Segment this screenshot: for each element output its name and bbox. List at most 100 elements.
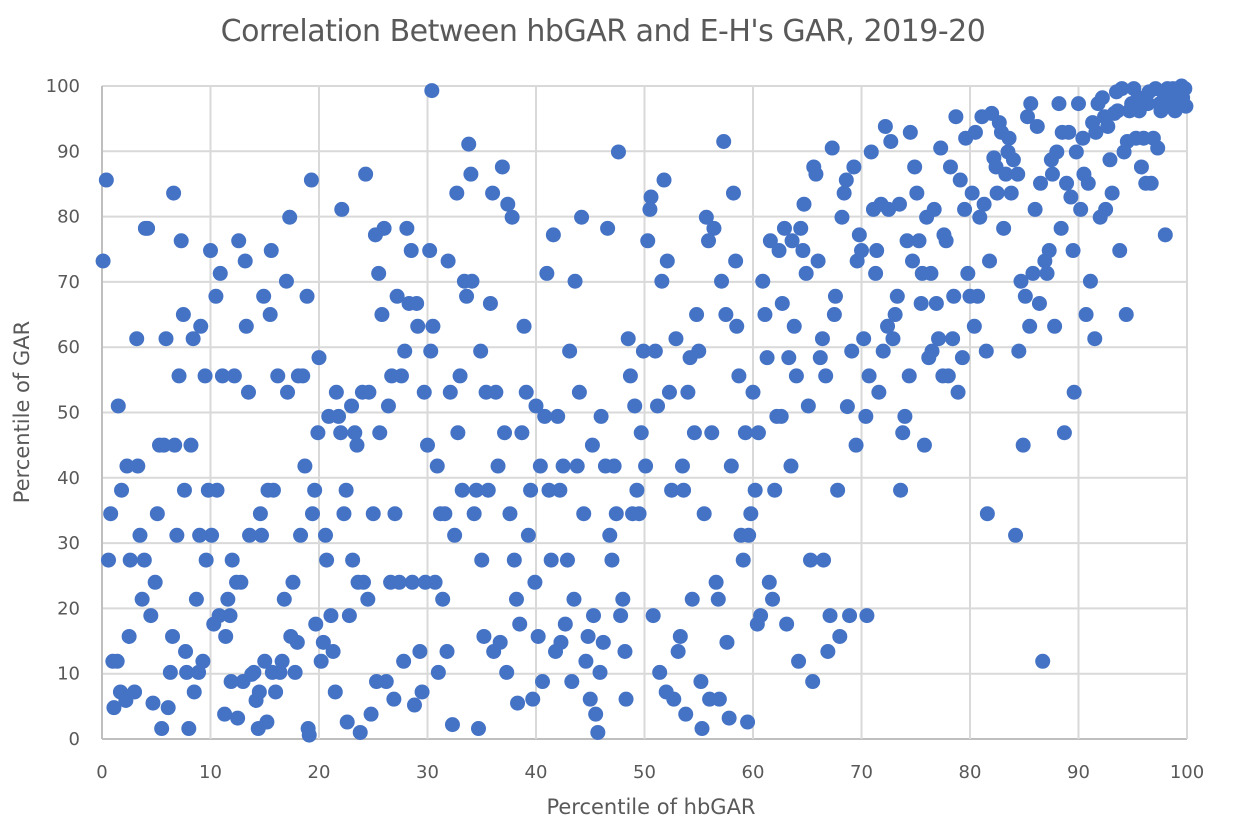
data-point bbox=[716, 134, 732, 150]
data-point bbox=[461, 136, 477, 152]
data-point bbox=[786, 318, 802, 334]
data-point bbox=[545, 227, 561, 243]
data-point bbox=[666, 691, 682, 707]
data-point bbox=[721, 710, 737, 726]
data-point bbox=[877, 118, 893, 134]
data-point bbox=[895, 425, 911, 441]
data-point bbox=[285, 574, 301, 590]
data-point bbox=[617, 643, 633, 659]
data-point bbox=[171, 368, 187, 384]
data-point bbox=[372, 425, 388, 441]
data-point bbox=[899, 233, 915, 249]
data-point bbox=[516, 318, 532, 334]
data-point bbox=[425, 318, 441, 334]
x-axis-title: Percentile of hbGAR bbox=[546, 795, 755, 819]
data-point bbox=[618, 691, 634, 707]
data-point bbox=[762, 233, 778, 249]
data-point bbox=[532, 458, 548, 474]
data-point bbox=[816, 552, 832, 568]
data-point bbox=[121, 628, 137, 644]
data-point bbox=[923, 265, 939, 281]
data-point bbox=[680, 384, 696, 400]
data-point bbox=[698, 209, 714, 225]
data-point bbox=[731, 368, 747, 384]
data-point bbox=[183, 437, 199, 453]
data-point bbox=[539, 265, 555, 281]
data-point bbox=[578, 653, 594, 669]
data-point bbox=[897, 408, 913, 424]
y-tick-label: 0 bbox=[69, 729, 80, 750]
data-point bbox=[795, 243, 811, 259]
data-point bbox=[904, 253, 920, 269]
data-point bbox=[263, 243, 279, 259]
data-point bbox=[586, 608, 602, 624]
data-point bbox=[240, 384, 256, 400]
data-point bbox=[444, 717, 460, 733]
data-point bbox=[338, 482, 354, 498]
data-point bbox=[328, 384, 344, 400]
data-point bbox=[592, 664, 608, 680]
data-point bbox=[808, 166, 824, 182]
data-point bbox=[668, 331, 684, 347]
data-point bbox=[297, 458, 313, 474]
data-point bbox=[203, 243, 218, 259]
data-point bbox=[325, 643, 341, 659]
data-point bbox=[610, 144, 626, 160]
data-point bbox=[871, 384, 887, 400]
data-point bbox=[336, 506, 352, 522]
data-point bbox=[167, 437, 183, 453]
data-point bbox=[1133, 159, 1149, 175]
data-point bbox=[282, 209, 298, 225]
data-point bbox=[1102, 152, 1118, 168]
data-point bbox=[557, 616, 573, 632]
data-point bbox=[635, 343, 651, 359]
data-point bbox=[747, 482, 763, 498]
data-point bbox=[502, 506, 518, 522]
data-point bbox=[718, 307, 734, 323]
data-point bbox=[774, 295, 790, 311]
data-point bbox=[447, 527, 463, 543]
data-point bbox=[188, 591, 204, 607]
data-point bbox=[800, 398, 816, 414]
data-point bbox=[307, 482, 323, 498]
data-point bbox=[846, 159, 862, 175]
data-point bbox=[301, 727, 317, 743]
data-point bbox=[178, 643, 194, 659]
data-point bbox=[948, 109, 964, 125]
y-tick-label: 30 bbox=[57, 533, 80, 554]
data-point bbox=[223, 674, 239, 690]
data-point bbox=[1078, 307, 1094, 323]
data-point bbox=[439, 643, 455, 659]
data-point bbox=[1044, 166, 1060, 182]
data-point bbox=[149, 506, 165, 522]
data-point bbox=[310, 425, 326, 441]
data-point bbox=[278, 273, 294, 289]
data-point bbox=[293, 527, 309, 543]
data-point bbox=[1053, 220, 1069, 236]
data-point bbox=[473, 343, 489, 359]
y-tick-label: 100 bbox=[46, 76, 80, 97]
data-point bbox=[1001, 130, 1017, 146]
data-point bbox=[836, 185, 852, 201]
data-point bbox=[863, 144, 879, 160]
data-point bbox=[972, 209, 988, 225]
data-point bbox=[435, 591, 451, 607]
data-point bbox=[122, 552, 138, 568]
data-point bbox=[450, 425, 466, 441]
data-point bbox=[757, 307, 773, 323]
data-point bbox=[175, 307, 191, 323]
data-point bbox=[95, 253, 111, 269]
data-point bbox=[803, 552, 819, 568]
data-point bbox=[615, 591, 631, 607]
data-points bbox=[95, 78, 1194, 743]
data-point bbox=[1029, 118, 1045, 134]
data-point bbox=[1143, 175, 1159, 191]
data-point bbox=[497, 425, 513, 441]
data-point bbox=[222, 608, 238, 624]
y-tick-label: 10 bbox=[57, 664, 80, 685]
data-point bbox=[950, 384, 966, 400]
data-point bbox=[218, 628, 234, 644]
data-point bbox=[339, 714, 355, 730]
data-point bbox=[704, 425, 720, 441]
x-tick-label: 90 bbox=[1067, 762, 1090, 783]
